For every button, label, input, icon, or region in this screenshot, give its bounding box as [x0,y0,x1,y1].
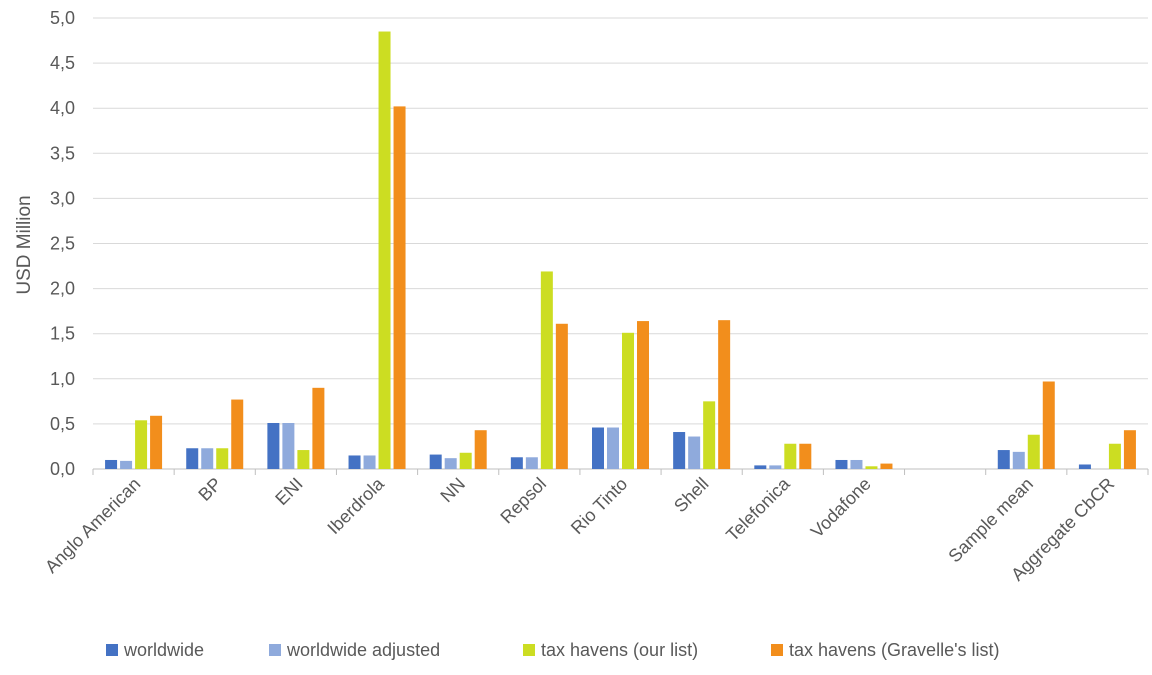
bar [474,430,487,469]
y-tick-label: 3,0 [50,188,75,208]
bar [444,458,457,469]
legend-label: worldwide [123,640,204,660]
bar [312,387,325,469]
bar [216,448,229,469]
bar [592,427,604,469]
bar [850,459,863,469]
x-tick-label: Iberdrola [323,473,388,538]
bar [105,459,118,469]
bar [555,323,568,469]
bar [718,320,731,469]
bar [703,401,716,469]
bar [754,465,767,469]
x-axis: Anglo American BP ENI Iberdrola NN Repsol Rio … [41,469,1149,585]
bar [120,460,133,469]
bar [459,452,472,469]
x-tick-label: Rio Tinto [567,474,631,538]
x-tick-label: Repsol [496,474,550,528]
bar [1027,434,1040,469]
bar [231,399,244,469]
x-tick-label: Sample mean [944,474,1037,567]
legend-swatch [106,644,118,656]
bar [673,432,686,469]
bar [835,459,848,469]
legend: worldwide worldwide adjusted tax havens (o… [106,640,1000,660]
y-tick-label: 1,0 [50,369,75,389]
bar [784,443,797,469]
bar [540,271,553,469]
y-tick-label: 0,5 [50,414,75,434]
x-tick-label: BP [194,474,225,505]
legend-label: tax havens (Gravelle's list) [789,640,1000,660]
x-tick-label: NN [436,474,469,507]
bar [510,457,523,469]
bar [201,448,214,469]
bar [880,463,893,469]
bar [297,450,310,469]
y-axis-title: USD Million [14,195,35,294]
legend-swatch [523,644,535,656]
gridlines [93,17,1148,470]
legend-label: worldwide adjusted [286,640,440,660]
bar [378,31,391,470]
legend-swatch [269,644,281,656]
legend-swatch [771,644,783,656]
x-tick-label: Telefonica [722,473,794,545]
bar [1042,381,1055,469]
bar [393,106,406,470]
bar [637,321,649,469]
y-tick-label: 1,5 [50,324,75,344]
y-tick-label: 5,0 [50,8,75,28]
legend-label: tax havens (our list) [541,640,698,660]
y-tick-label: 0,0 [50,459,75,479]
bar [525,457,538,469]
y-tick-label: 2,5 [50,234,75,254]
y-tick-label: 2,0 [50,279,75,299]
bar [429,454,442,469]
bar [799,443,812,469]
bar [267,422,280,469]
bar [769,465,782,469]
bar [865,466,878,469]
bar [1012,451,1025,469]
bar [135,420,148,469]
x-tick-label: Vodafone [807,474,875,542]
bar [348,455,361,469]
bar [997,450,1010,469]
y-axis: 0,0 0,5 1,0 1,5 2,0 2,5 3,0 3,5 4,0 4,5 5,0 [50,8,75,479]
bar [1078,464,1091,469]
bar [363,455,376,469]
bar [607,427,619,469]
x-tick-label: Shell [670,474,712,516]
bar [1123,430,1136,469]
y-tick-label: 4,0 [50,98,75,118]
x-tick-label: Anglo American [41,474,144,577]
y-tick-label: 4,5 [50,53,75,73]
x-tick-label: ENI [271,474,306,509]
bar [282,422,295,469]
bar [150,415,163,469]
bar [688,436,701,469]
bar [1108,443,1121,469]
bars [105,31,1136,470]
y-tick-label: 3,5 [50,143,75,163]
bar [622,332,634,469]
bar [186,448,199,469]
